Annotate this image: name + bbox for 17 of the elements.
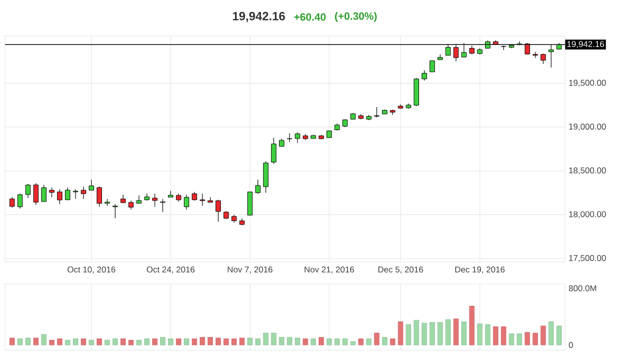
y-tick-label: 19,500.00	[569, 80, 606, 87]
x-tick-label: Oct 24, 2016	[146, 266, 195, 274]
text: +60.40	[294, 13, 326, 21]
x-tick-label: Nov 21, 2016	[304, 266, 354, 274]
y-tick-label: 800.0M	[568, 285, 596, 292]
x-tick-label: Dec 5, 2016	[378, 266, 423, 274]
x-tick-label: Oct 10, 2016	[68, 266, 116, 274]
y-tick-label: 18,000.00	[569, 211, 606, 218]
ref-line-label: 19,942.16	[567, 41, 604, 48]
text: (+0.30%)	[334, 12, 377, 22]
y-tick-label: 0	[568, 342, 573, 348]
x-tick-label: Nov 7, 2016	[228, 266, 272, 274]
text: 19,942.16	[232, 12, 285, 22]
y-tick-label: 19,000.00	[569, 124, 606, 131]
x-tick-label: Dec 19, 2016	[455, 266, 505, 274]
y-tick-label: 17,500.00	[569, 255, 606, 262]
y-tick-label: 18,500.00	[569, 167, 606, 174]
